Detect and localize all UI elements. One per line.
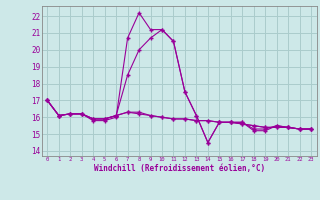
X-axis label: Windchill (Refroidissement éolien,°C): Windchill (Refroidissement éolien,°C) — [94, 164, 265, 173]
